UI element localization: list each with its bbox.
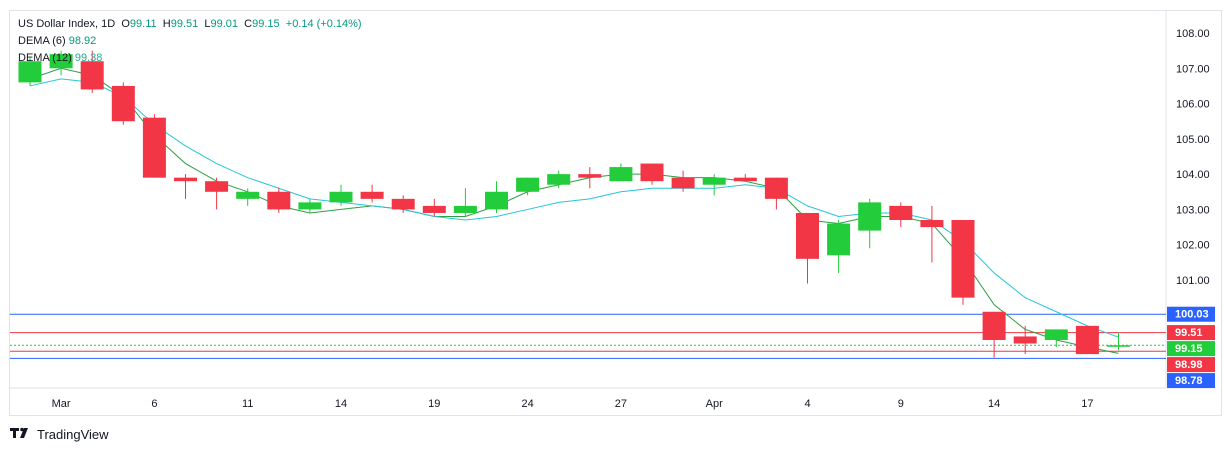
dema-series-line xyxy=(29,78,1119,338)
y-tick-label: 103.00 xyxy=(1176,204,1210,216)
indicator-dema12[interactable]: DEMA (12) 99.38 xyxy=(18,51,102,65)
candle-body xyxy=(920,220,944,228)
candle-body xyxy=(111,85,135,122)
price-label-badge xyxy=(1167,306,1215,322)
price-label-badge xyxy=(1167,325,1215,341)
price-label-badge xyxy=(1167,341,1215,357)
candle-body xyxy=(49,54,73,69)
indicator-value: 98.92 xyxy=(68,35,97,47)
candle-body xyxy=(236,191,260,199)
candle-body xyxy=(267,191,291,210)
y-tick-label: 104.00 xyxy=(1176,169,1210,181)
x-tick-label: Apr xyxy=(706,398,723,410)
candle-body xyxy=(702,177,726,185)
dema-series-line xyxy=(29,67,1119,354)
symbol-name: US Dollar Index xyxy=(18,18,96,30)
candle-body xyxy=(298,202,322,210)
candle-body xyxy=(360,191,384,199)
brand-name: TradingView xyxy=(37,426,109,442)
x-tick-label: Mar xyxy=(52,398,71,410)
candle-body xyxy=(80,61,104,90)
high-value: 99.51 xyxy=(170,18,199,30)
high-label: H xyxy=(162,18,171,30)
price-label-text: 99.15 xyxy=(1175,343,1203,355)
candle-body xyxy=(640,163,664,182)
candle-body xyxy=(453,205,477,213)
candle-body xyxy=(827,223,851,256)
y-tick-label: 106.00 xyxy=(1176,99,1210,111)
price-label-text: 98.98 xyxy=(1175,359,1203,371)
candle-body xyxy=(858,202,882,231)
x-tick-label: 19 xyxy=(428,398,440,410)
candle-body xyxy=(1107,345,1130,347)
candle-body xyxy=(1075,325,1099,355)
candle-body xyxy=(671,177,695,189)
indicator-dema6[interactable]: DEMA (6) 98.92 xyxy=(18,34,96,48)
price-label-badge xyxy=(1167,373,1215,389)
candle-body xyxy=(578,174,602,178)
candle-body xyxy=(547,174,571,185)
x-tick-label: 6 xyxy=(151,398,157,410)
price-label-badge xyxy=(1167,357,1215,373)
ohlc-legend: US Dollar Index, 1D O99.11 H99.51 L99.01… xyxy=(18,18,362,30)
indicator-label: DEMA (12) xyxy=(18,52,72,64)
open-label: O xyxy=(121,18,130,30)
y-tick-label: 107.00 xyxy=(1176,63,1210,75)
candle-body xyxy=(174,177,197,182)
candle-body xyxy=(142,117,166,178)
candle-body xyxy=(889,205,913,221)
x-tick-label: 24 xyxy=(521,398,533,410)
price-label-text: 98.78 xyxy=(1175,375,1203,387)
price-label-text: 99.51 xyxy=(1175,327,1203,339)
candle-body xyxy=(609,167,633,182)
x-tick-label: 27 xyxy=(615,398,627,410)
indicator-label: DEMA (6) xyxy=(18,35,66,47)
x-tick-label: 14 xyxy=(335,398,347,410)
y-tick-label: 105.00 xyxy=(1176,134,1210,146)
y-tick-label: 102.00 xyxy=(1176,240,1210,252)
x-tick-label: 17 xyxy=(1081,398,1093,410)
y-tick-label: 108.00 xyxy=(1176,28,1210,40)
candle-body xyxy=(18,61,42,83)
candle-body xyxy=(485,191,508,210)
indicator-value: 99.38 xyxy=(74,52,103,64)
candle-body xyxy=(796,212,819,259)
chart-frame xyxy=(9,10,1222,416)
tradingview-footer[interactable]: TradingView xyxy=(10,426,109,442)
candle-body xyxy=(391,198,415,210)
y-tick-label: 101.00 xyxy=(1176,275,1210,287)
candle-body xyxy=(733,177,757,182)
interval-label: 1D xyxy=(101,18,116,30)
close-label: C xyxy=(244,18,253,30)
candle-body xyxy=(205,181,229,192)
x-tick-label: 4 xyxy=(804,398,810,410)
x-tick-label: 9 xyxy=(898,398,904,410)
change-value: +0.14 (+0.14%) xyxy=(285,18,362,30)
tradingview-logo-icon xyxy=(10,427,32,442)
close-value: 99.15 xyxy=(252,18,280,30)
x-tick-label: 14 xyxy=(988,398,1000,410)
x-tick-label: 11 xyxy=(242,398,253,410)
candle-body xyxy=(329,191,353,203)
price-label-text: 100.03 xyxy=(1175,309,1209,321)
candle-body xyxy=(951,220,975,298)
low-label: L xyxy=(204,18,211,30)
candle-body xyxy=(982,311,1006,340)
open-value: 99.11 xyxy=(129,18,157,30)
candle-body xyxy=(516,177,540,192)
low-value: 99.01 xyxy=(210,18,239,30)
candle-body xyxy=(764,177,788,199)
candle-body xyxy=(422,205,446,213)
candle-body xyxy=(1013,336,1037,344)
candle-body xyxy=(1044,329,1068,340)
